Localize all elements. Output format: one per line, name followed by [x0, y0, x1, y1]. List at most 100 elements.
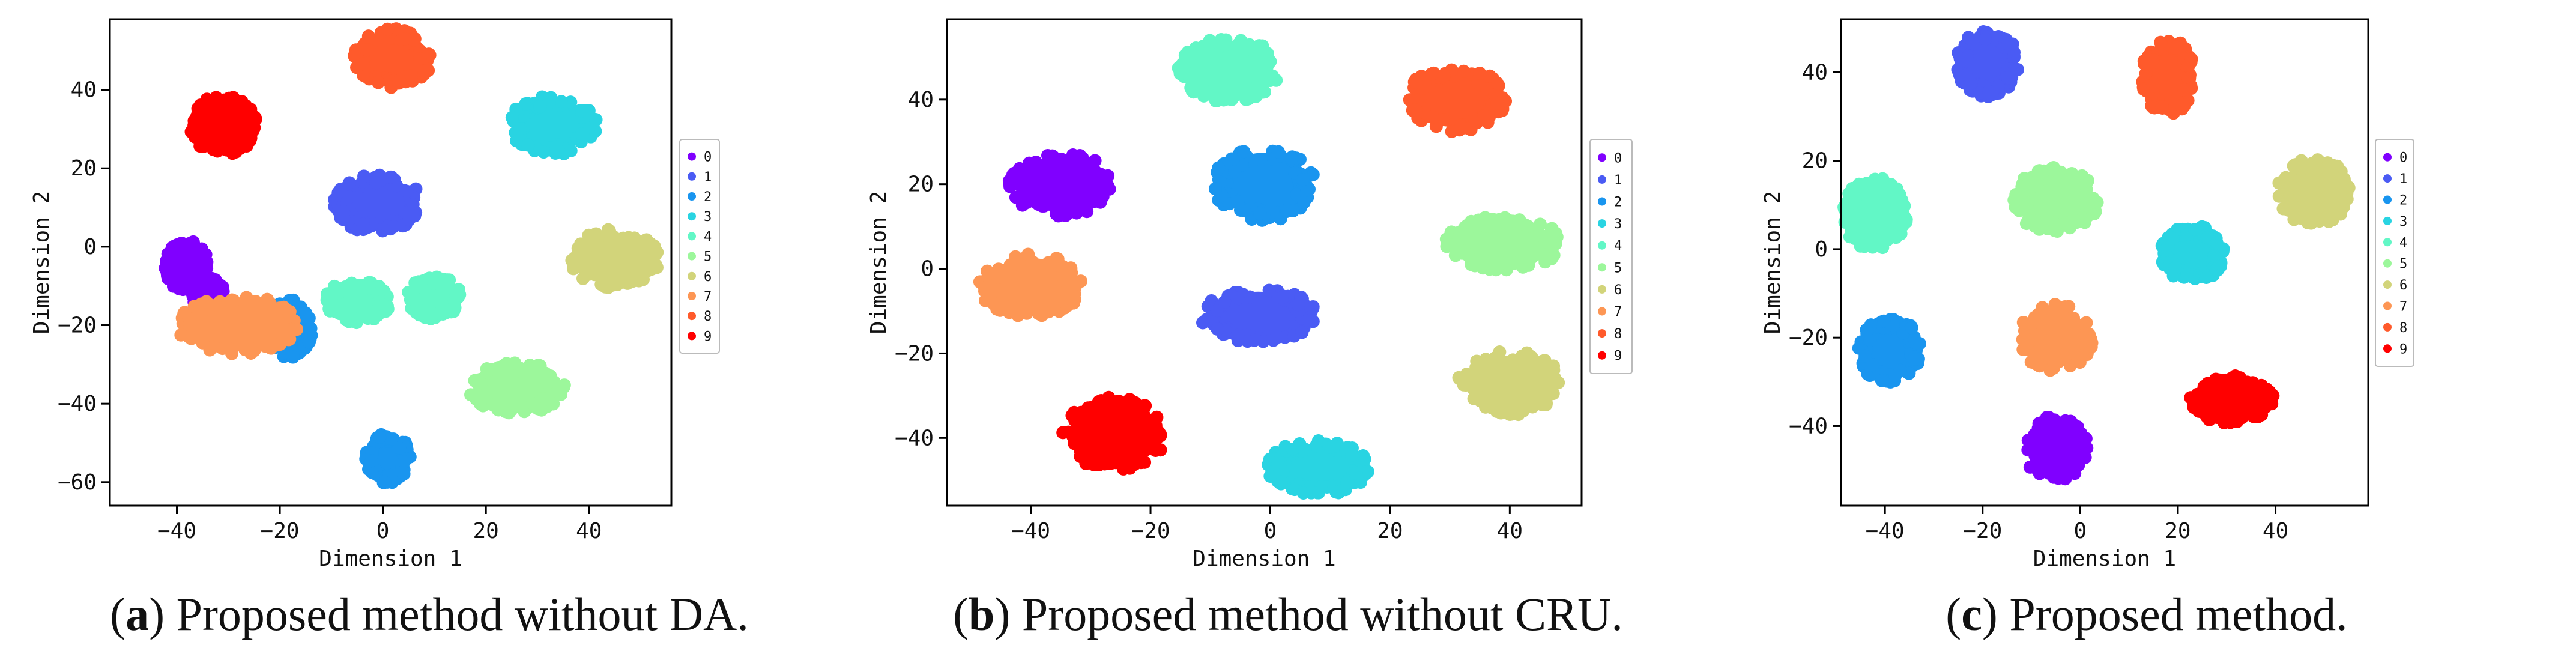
data-point-class-6 — [649, 248, 662, 262]
data-point-class-2 — [1858, 349, 1872, 363]
data-point-class-1 — [2007, 49, 2021, 63]
data-point-class-5 — [2076, 214, 2090, 228]
caption-letter: b — [969, 588, 995, 640]
data-point-class-8 — [2154, 35, 2168, 49]
data-point-class-9 — [209, 91, 223, 104]
data-point-class-4 — [446, 302, 459, 316]
cluster-class-0 — [1002, 148, 1116, 223]
data-point-class-4 — [1837, 200, 1851, 214]
data-point-class-1 — [1982, 85, 1996, 98]
legend-marker-7 — [688, 292, 696, 300]
data-point-class-3 — [2207, 249, 2221, 263]
data-point-class-3 — [2200, 270, 2213, 284]
data-point-class-6 — [2327, 161, 2341, 175]
cluster-class-7 — [2016, 298, 2099, 377]
cluster-class-8 — [2136, 35, 2198, 120]
data-point-class-5 — [2033, 164, 2046, 178]
data-point-class-9 — [2256, 384, 2270, 398]
cluster-class-2 — [1852, 313, 1926, 389]
data-point-class-7 — [2024, 333, 2038, 347]
data-point-class-9 — [1056, 426, 1070, 440]
data-point-class-5 — [2048, 162, 2061, 176]
data-point-class-2 — [1875, 374, 1889, 387]
data-point-class-7 — [2035, 312, 2049, 325]
cluster-class-1 — [1951, 25, 2025, 103]
data-point-class-1 — [342, 190, 356, 204]
data-point-class-9 — [2201, 377, 2215, 390]
data-point-class-4 — [1852, 177, 1866, 191]
data-point-class-6 — [1506, 353, 1520, 367]
data-point-class-9 — [219, 97, 232, 111]
data-point-class-4 — [1193, 84, 1206, 98]
data-point-class-3 — [1298, 443, 1312, 456]
legend-box — [1589, 139, 1633, 374]
data-point-class-2 — [373, 431, 387, 444]
legend-marker-6 — [688, 271, 696, 280]
x-axis-label: Dimension 1 — [1193, 546, 1335, 571]
data-point-class-6 — [2272, 176, 2286, 190]
data-point-class-0 — [1102, 182, 1116, 196]
data-point-class-4 — [362, 281, 376, 295]
data-point-class-7 — [2075, 333, 2088, 347]
data-point-class-4 — [1181, 45, 1195, 59]
legend-marker-8 — [688, 312, 696, 321]
data-point-class-3 — [575, 127, 588, 141]
data-point-class-8 — [1457, 64, 1471, 78]
data-point-class-2 — [1228, 165, 1242, 178]
data-point-class-4 — [1875, 175, 1889, 189]
legend-label: 2 — [2399, 193, 2407, 208]
data-point-class-7 — [243, 295, 256, 309]
legend-label: 3 — [2399, 214, 2407, 229]
legend-label: 9 — [704, 329, 712, 344]
legend-label: 1 — [704, 170, 712, 185]
legend-marker-4 — [2383, 238, 2392, 247]
data-point-class-6 — [2281, 192, 2295, 206]
legend-label: 0 — [2399, 151, 2407, 166]
data-point-class-7 — [220, 340, 234, 354]
legend-label: 5 — [1614, 261, 1622, 276]
data-point-class-8 — [2144, 58, 2157, 71]
plot-frame — [946, 18, 1583, 507]
data-point-class-2 — [1296, 173, 1310, 187]
cluster-class-7 — [973, 247, 1087, 322]
legend-marker-2 — [688, 192, 696, 201]
data-point-class-9 — [1140, 439, 1154, 453]
data-point-class-2 — [364, 454, 378, 468]
data-point-class-7 — [2027, 356, 2041, 369]
data-point-class-2 — [1280, 204, 1294, 217]
data-point-class-2 — [1231, 195, 1245, 208]
data-point-class-1 — [400, 184, 414, 198]
data-point-class-0 — [1004, 177, 1018, 191]
x-tick-label: −40 — [1866, 519, 1905, 543]
data-point-class-6 — [1527, 392, 1541, 406]
y-tick-label: 0 — [921, 257, 934, 282]
cluster-class-4 — [1172, 33, 1283, 107]
data-point-class-5 — [534, 403, 548, 417]
data-point-class-3 — [2161, 238, 2175, 252]
plot-frame — [1840, 18, 2369, 507]
data-point-class-5 — [1525, 251, 1538, 265]
data-point-class-2 — [1254, 153, 1268, 167]
data-point-class-5 — [1521, 219, 1535, 233]
data-point-class-2 — [1300, 183, 1314, 197]
legend-label: 0 — [1614, 151, 1622, 166]
data-point-class-9 — [1089, 456, 1103, 470]
data-point-class-9 — [188, 130, 202, 144]
cluster-class-5 — [464, 356, 571, 420]
legend-marker-8 — [1598, 329, 1606, 338]
data-point-class-6 — [574, 237, 588, 251]
data-point-class-1 — [366, 217, 380, 231]
data-point-class-7 — [1064, 292, 1078, 306]
y-axis-label: Dimension 2 — [29, 191, 54, 334]
data-point-class-0 — [175, 240, 189, 254]
data-point-class-5 — [1504, 214, 1518, 228]
cluster-class-1 — [328, 168, 423, 238]
data-point-class-7 — [273, 338, 287, 351]
legend-label: 3 — [1614, 217, 1622, 232]
caption-b: (b) Proposed method without CRU. — [953, 588, 1623, 640]
legend-marker-9 — [688, 331, 696, 341]
cluster-class-3 — [505, 90, 603, 160]
cluster-class-5 — [2007, 160, 2104, 238]
x-tick-label: 20 — [2165, 519, 2191, 543]
data-point-class-7 — [2058, 353, 2072, 366]
